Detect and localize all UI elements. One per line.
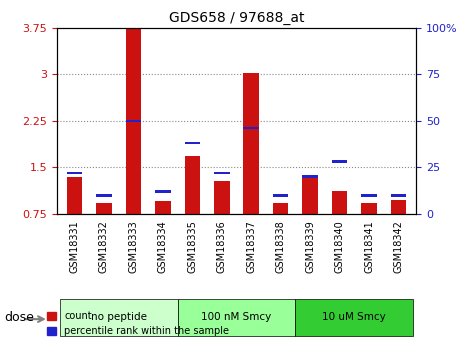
Legend: count, percentile rank within the sample: count, percentile rank within the sample — [43, 307, 233, 340]
Bar — [391, 200, 406, 214]
Bar — [332, 191, 347, 214]
Bar — [361, 203, 377, 214]
Bar — [302, 175, 318, 178]
Bar — [244, 73, 259, 214]
Bar — [184, 142, 200, 144]
Bar — [214, 181, 229, 214]
Bar — [67, 177, 82, 214]
Bar — [96, 203, 112, 214]
Bar — [391, 194, 406, 197]
Title: GDS658 / 97688_at: GDS658 / 97688_at — [169, 11, 304, 25]
FancyBboxPatch shape — [296, 299, 413, 336]
FancyBboxPatch shape — [177, 299, 296, 336]
Text: 10 uM Smcy: 10 uM Smcy — [323, 313, 386, 322]
Bar — [155, 190, 171, 193]
Bar — [361, 194, 377, 197]
Bar — [126, 119, 141, 122]
Text: 100 nM Smcy: 100 nM Smcy — [201, 313, 272, 322]
Bar — [273, 194, 289, 197]
Bar — [126, 28, 141, 214]
Bar — [155, 201, 171, 214]
Bar — [273, 203, 289, 214]
Bar — [67, 172, 82, 174]
Bar — [96, 194, 112, 197]
Bar — [214, 172, 229, 174]
Bar — [184, 156, 200, 214]
Bar — [302, 177, 318, 214]
Text: dose: dose — [5, 311, 35, 324]
Bar — [332, 160, 347, 163]
FancyBboxPatch shape — [60, 299, 177, 336]
Text: no peptide: no peptide — [91, 313, 147, 322]
Bar — [244, 127, 259, 129]
